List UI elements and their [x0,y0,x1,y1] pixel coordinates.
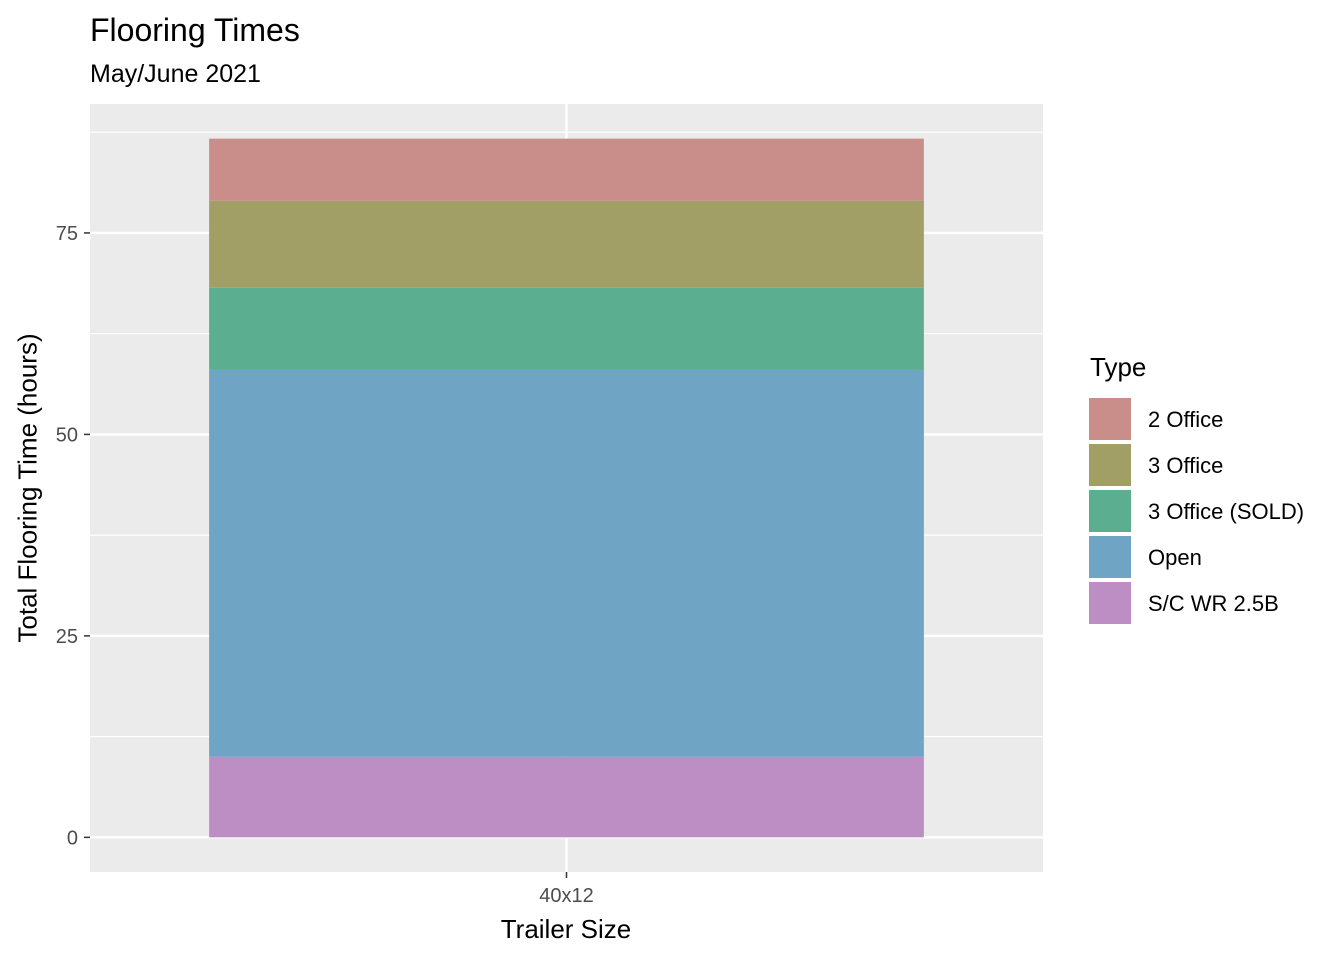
legend-label: 3 Office (SOLD) [1148,499,1305,524]
bar-segment-s-c-wr-2-5b [209,756,924,838]
legend-item: Open [1088,535,1338,579]
bar-segment-3-office-sold [209,287,924,370]
legend-label: S/C WR 2.5B [1148,591,1279,616]
legend-label: 2 Office [1148,407,1224,432]
legend-item: 3 Office [1088,443,1338,487]
y-tick-label: 0 [67,827,78,849]
legend-label: 3 Office [1148,453,1224,478]
y-tick-label: 25 [56,626,78,648]
legend-item: 2 Office [1088,397,1338,441]
chart-subtitle: May/June 2021 [90,60,261,88]
y-tick-label: 50 [56,424,78,446]
legend-key [1088,397,1132,441]
y-axis-label: Total Flooring Time (hours) [12,333,43,643]
bar-segment-2-office [209,138,924,201]
bar-segment-open [209,369,924,757]
bar-segment-3-office [209,200,924,288]
legend-item: S/C WR 2.5B [1088,581,1338,625]
legend-key [1088,581,1132,625]
legend-key [1088,489,1132,533]
legend-key [1088,535,1132,579]
legend-title: Type [1090,352,1147,382]
legend-item: 3 Office (SOLD) [1088,489,1338,533]
x-tick-label: 40x12 [539,885,594,907]
legend-label: Open [1148,545,1202,570]
legend-key [1088,443,1132,487]
chart-title: Flooring Times [90,12,300,48]
y-tick-label: 75 [56,223,78,245]
x-axis-label: Trailer Size [500,914,632,944]
